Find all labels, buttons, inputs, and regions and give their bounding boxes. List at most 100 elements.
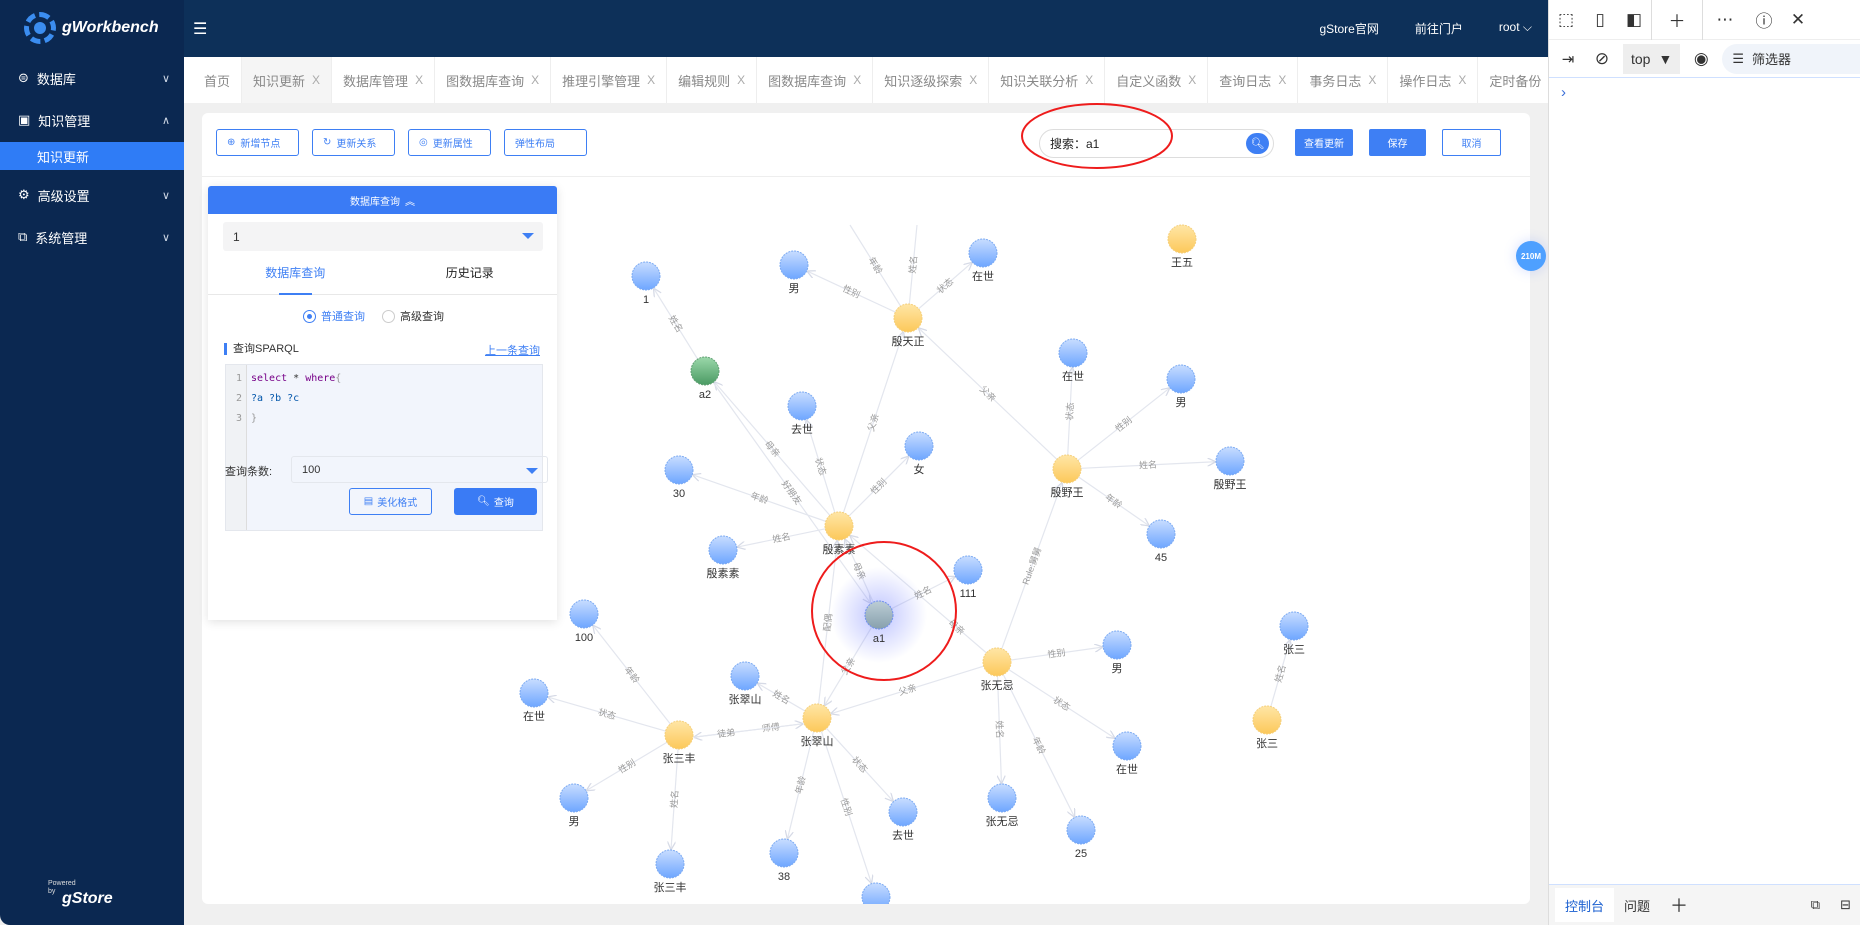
graph-edge[interactable]: [919, 328, 1058, 460]
node-circle[interactable]: [1279, 611, 1309, 641]
close-tab-icon[interactable]: X: [853, 73, 862, 87]
graph-node[interactable]: 殷素素: [707, 535, 740, 580]
node-circle[interactable]: [953, 555, 983, 585]
add-tab-icon[interactable]: ＋: [1668, 12, 1686, 31]
graph-edge[interactable]: [806, 420, 836, 513]
device-toolbar-icon[interactable]: ▯: [1595, 9, 1605, 29]
graph-edge[interactable]: [1001, 483, 1062, 650]
user-menu[interactable]: root ⌵: [1499, 20, 1532, 37]
sidebar-item-knowledge-update[interactable]: 知识更新: [0, 142, 184, 170]
node-circle[interactable]: [779, 250, 809, 280]
console-prompt-icon[interactable]: ›: [1561, 84, 1566, 101]
undock-icon[interactable]: ⧉: [1810, 897, 1821, 912]
graph-edge[interactable]: [842, 332, 903, 513]
gstore-site-link[interactable]: gStore官网: [1319, 22, 1379, 36]
save-button[interactable]: 保存: [1369, 129, 1426, 156]
count-select[interactable]: 100: [291, 456, 548, 483]
add-panel-icon[interactable]: ＋: [1670, 896, 1689, 916]
help-icon[interactable]: ⓘ: [1755, 12, 1773, 31]
sidebar-toggle-icon[interactable]: ⇥: [1561, 50, 1575, 68]
graph-edge[interactable]: [1080, 462, 1215, 469]
node-circle[interactable]: [559, 783, 589, 813]
graph-node[interactable]: 男: [559, 783, 589, 828]
close-tab-icon[interactable]: X: [312, 73, 321, 87]
graph-node[interactable]: 去世: [787, 391, 817, 436]
node-circle[interactable]: [690, 356, 720, 386]
graph-node[interactable]: 25: [1066, 815, 1096, 860]
tab-item[interactable]: 推理引擎管理 X: [551, 57, 668, 103]
graph-edge[interactable]: [693, 724, 802, 738]
database-select[interactable]: 1: [223, 222, 543, 251]
graph-node[interactable]: 女: [904, 431, 934, 476]
query-button[interactable]: 🔍︎ 查询: [454, 488, 537, 515]
force-layout-button[interactable]: 弹性布局: [504, 129, 587, 156]
node-circle[interactable]: [1167, 224, 1197, 254]
close-tab-icon[interactable]: X: [1458, 73, 1467, 87]
node-circle[interactable]: [655, 849, 685, 879]
graph-edge[interactable]: [996, 675, 1002, 783]
graph-node[interactable]: 38: [769, 838, 799, 883]
graph-node[interactable]: 张三丰: [663, 720, 696, 765]
graph-node[interactable]: 张无忌: [981, 647, 1014, 692]
memory-badge[interactable]: 210M: [1516, 241, 1546, 271]
close-tab-icon[interactable]: X: [969, 73, 978, 87]
tab-item[interactable]: 定时备份X: [1478, 57, 1548, 103]
tab-history[interactable]: 历史记录: [445, 266, 494, 280]
drawer-icon[interactable]: ⊟: [1840, 897, 1851, 912]
graph-node[interactable]: 男: [779, 250, 809, 295]
node-circle[interactable]: [904, 431, 934, 461]
search-input[interactable]: 搜索：a1 🔍︎: [1039, 129, 1274, 158]
node-circle[interactable]: [664, 720, 694, 750]
portal-link[interactable]: 前往门户: [1414, 22, 1463, 36]
tab-item[interactable]: 事务日志 X: [1298, 57, 1389, 103]
graph-node[interactable]: 在世: [519, 678, 549, 723]
tab-db-query[interactable]: 数据库查询: [208, 260, 383, 295]
graph-edge[interactable]: [849, 224, 902, 307]
context-select[interactable]: top ▼: [1623, 43, 1681, 74]
tab-console[interactable]: 控制台: [1555, 888, 1615, 922]
graph-node[interactable]: 张翠山: [801, 703, 834, 748]
graph-node[interactable]: 王五: [1167, 224, 1197, 269]
query-panel-header[interactable]: 数据库查询 ︽: [208, 186, 557, 214]
graph-node[interactable]: 1: [631, 261, 661, 306]
previous-query-link[interactable]: 上一条查询: [485, 345, 540, 357]
graph-edge[interactable]: [1008, 669, 1115, 738]
node-circle[interactable]: [519, 678, 549, 708]
graph-edge[interactable]: [587, 741, 668, 790]
graph-edge[interactable]: [548, 697, 666, 732]
node-circle[interactable]: [569, 599, 599, 629]
filter-input[interactable]: ☰ 筛选器: [1722, 43, 1860, 74]
tab-item[interactable]: 自定义函数 X: [1105, 57, 1209, 103]
add-node-button[interactable]: ⊕ 新增节点: [216, 129, 299, 156]
node-circle[interactable]: [1102, 630, 1132, 660]
tab-item[interactable]: 操作日志 X: [1388, 57, 1479, 103]
graph-edge[interactable]: [918, 263, 972, 310]
graph-node[interactable]: a1: [831, 567, 927, 663]
graph-edge[interactable]: [808, 271, 896, 313]
node-circle[interactable]: [968, 238, 998, 268]
node-circle[interactable]: [824, 511, 854, 541]
graph-node[interactable]: [861, 882, 891, 911]
node-circle[interactable]: [987, 783, 1017, 813]
cancel-button[interactable]: 取消: [1442, 129, 1501, 156]
graph-edge[interactable]: [1067, 368, 1073, 456]
graph-edge[interactable]: [848, 457, 908, 517]
close-tab-icon[interactable]: X: [415, 73, 424, 87]
graph-node[interactable]: 去世: [888, 797, 918, 842]
node-circle[interactable]: [730, 661, 760, 691]
node-circle[interactable]: [1052, 454, 1082, 484]
node-circle[interactable]: [861, 882, 891, 911]
graph-edge[interactable]: [712, 382, 870, 602]
graph-edge[interactable]: [817, 541, 838, 705]
graph-node[interactable]: 张翠山: [729, 661, 762, 706]
tab-item[interactable]: 图数据库查询 X: [435, 57, 552, 103]
sidebar-item-knowledge[interactable]: ▣ 知识管理 ∧: [0, 106, 184, 134]
close-tab-icon[interactable]: X: [1278, 73, 1287, 87]
sidebar-item-advanced[interactable]: ⚙ 高级设置 ∨: [0, 181, 184, 209]
graph-node[interactable]: 张三丰: [654, 849, 687, 894]
sparql-editor[interactable]: 1 2 3 select * where{?a ?b ?c}: [225, 364, 543, 531]
tab-item[interactable]: 查询日志 X: [1208, 57, 1299, 103]
inspect-icon[interactable]: ⬚: [1557, 9, 1575, 29]
graph-node[interactable]: 100: [569, 599, 599, 644]
